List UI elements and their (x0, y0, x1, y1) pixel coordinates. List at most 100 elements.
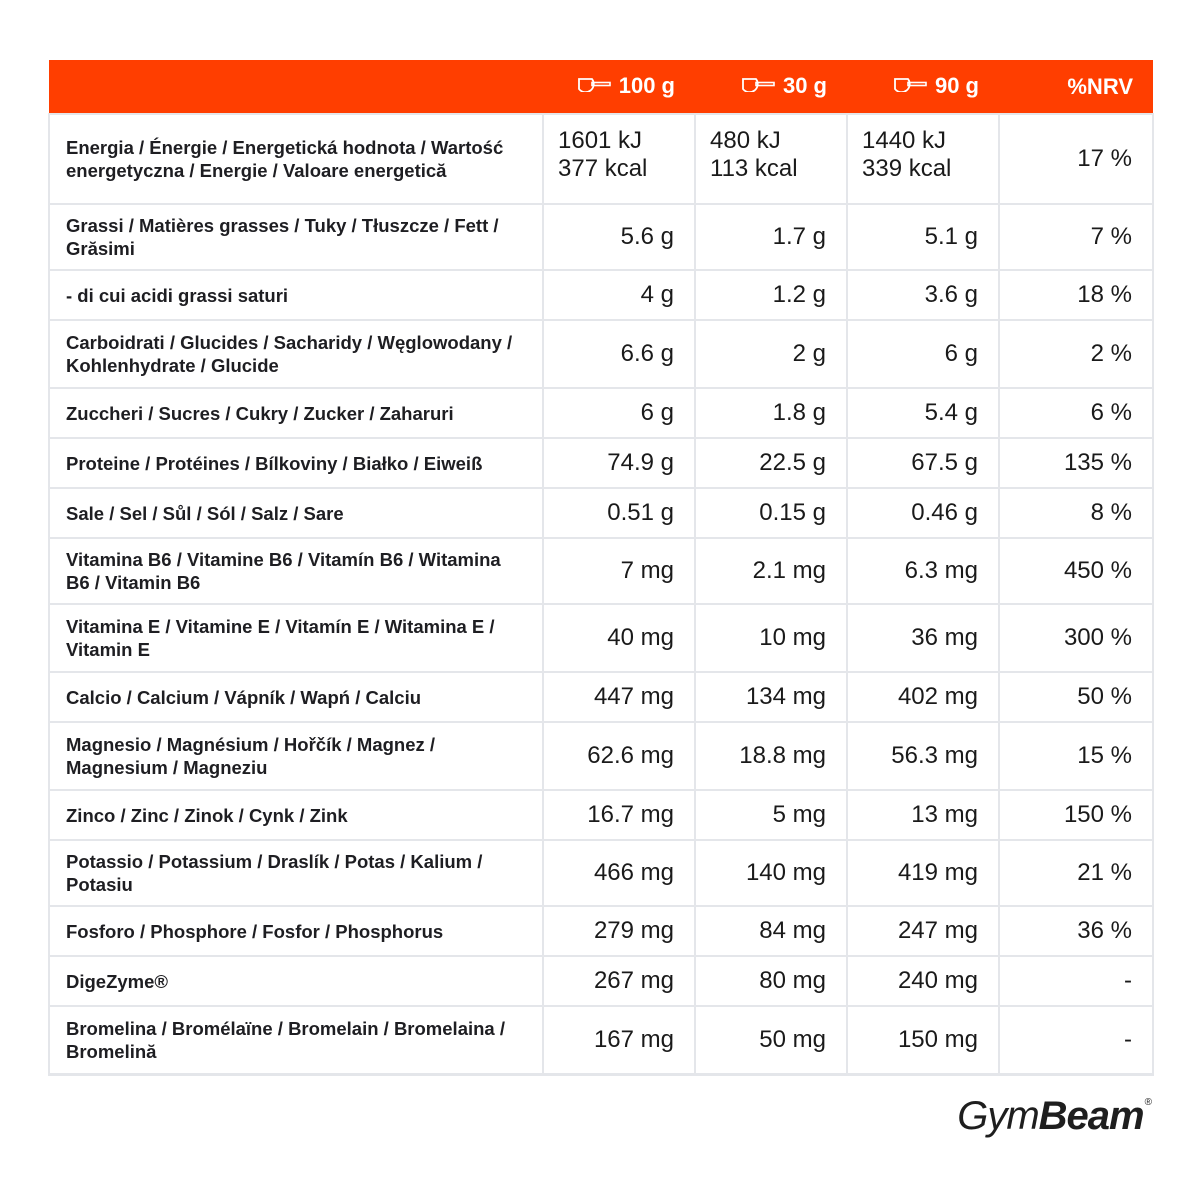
value-90g: 247 mg (846, 905, 1000, 957)
header-100g-label: 100 g (618, 72, 675, 98)
value-100g: 279 mg (542, 905, 696, 957)
table-row: Vitamina E / Vitamine E / Vitamín E / Wi… (48, 603, 1154, 673)
value-nrv: 50 % (998, 671, 1154, 723)
table-row: Calcio / Calcium / Vápník / Wapń / Calci… (48, 671, 1154, 723)
header-name-cell (49, 60, 543, 114)
nutrient-name: Sale / Sel / Sůl / Sól / Salz / Sare (48, 487, 544, 539)
nutrient-name: Calcio / Calcium / Vápník / Wapń / Calci… (48, 671, 544, 723)
value-30g: 50 mg (694, 1005, 848, 1076)
value-100g: 4 g (542, 269, 696, 321)
value-30g: 134 mg (694, 671, 848, 723)
value-90g: 56.3 mg (846, 721, 1000, 791)
value-30g: 10 mg (694, 603, 848, 673)
value-30g: 1.2 g (694, 269, 848, 321)
table-row: Grassi / Matières grasses / Tuky / Tłusz… (48, 203, 1154, 271)
table-row: Sale / Sel / Sůl / Sól / Salz / Sare 0.5… (48, 487, 1154, 539)
value-100g: 267 mg (542, 955, 696, 1007)
table-row: Vitamina B6 / Vitamine B6 / Vitamín B6 /… (48, 537, 1154, 605)
value-90g: 13 mg (846, 789, 1000, 841)
table-row: Fosforo / Phosphore / Fosfor / Phosphoru… (48, 905, 1154, 957)
value-100g: 0.51 g (542, 487, 696, 539)
value-30g: 84 mg (694, 905, 848, 957)
value-100g: 1601 kJ 377 kcal (542, 113, 696, 205)
value-nrv: 15 % (998, 721, 1154, 791)
nutrient-name: - di cui acidi grassi saturi (48, 269, 544, 321)
value-30g: 1.7 g (694, 203, 848, 271)
value-30g: 18.8 mg (694, 721, 848, 791)
value-100g: 74.9 g (542, 437, 696, 489)
table-row: - di cui acidi grassi saturi 4 g 1.2 g 3… (48, 269, 1154, 321)
value-90g: 6 g (846, 319, 1000, 389)
gymbeam-logo: GymBeam® (957, 1094, 1152, 1139)
table-row-energy: Energia / Énergie / Energetická hodnota … (48, 113, 1154, 205)
nutrient-name: Vitamina B6 / Vitamine B6 / Vitamín B6 /… (48, 537, 544, 605)
nutrient-name: Carboidrati / Glucides / Sacharidy / Węg… (48, 319, 544, 389)
nutrient-name: Zinco / Zinc / Zinok / Cynk / Zink (48, 789, 544, 841)
value-90g: 150 mg (846, 1005, 1000, 1076)
value-nrv: 150 % (998, 789, 1154, 841)
value-100g: 7 mg (542, 537, 696, 605)
nutrient-name: Zuccheri / Sucres / Cukry / Zucker / Zah… (48, 387, 544, 439)
scoop-icon (741, 72, 775, 98)
value-30g: 22.5 g (694, 437, 848, 489)
value-nrv: 2 % (998, 319, 1154, 389)
value-30g: 140 mg (694, 839, 848, 907)
value-30g: 5 mg (694, 789, 848, 841)
value-90g-kj: 1440 kJ (862, 127, 947, 154)
value-30g: 1.8 g (694, 387, 848, 439)
value-90g: 36 mg (846, 603, 1000, 673)
value-90g-kcal: 339 kcal (862, 155, 952, 182)
value-nrv: 17 % (998, 113, 1154, 205)
value-90g: 1440 kJ 339 kcal (846, 113, 1000, 205)
nutrient-name: DigeZyme® (48, 955, 544, 1007)
nutrition-table-container: 100 g 30 g (48, 60, 1154, 1076)
table-row: Bromelina / Bromélaïne / Bromelain / Bro… (48, 1005, 1154, 1076)
logo-text-gym: Gym (957, 1094, 1039, 1138)
value-nrv: 21 % (998, 839, 1154, 907)
value-nrv: - (998, 955, 1154, 1007)
value-nrv: 6 % (998, 387, 1154, 439)
value-90g: 402 mg (846, 671, 1000, 723)
value-90g: 419 mg (846, 839, 1000, 907)
table-row: Magnesio / Magnésium / Hořčík / Magnez /… (48, 721, 1154, 791)
value-30g-kj: 480 kJ (710, 127, 781, 154)
scoop-icon (893, 72, 927, 98)
table-row: Zuccheri / Sucres / Cukry / Zucker / Zah… (48, 387, 1154, 439)
value-100g: 62.6 mg (542, 721, 696, 791)
header-100g: 100 g (543, 60, 695, 114)
value-90g: 5.1 g (846, 203, 1000, 271)
header-nrv: %NRV (1067, 73, 1133, 99)
logo-text-beam: Beam (1038, 1094, 1145, 1138)
value-nrv: 135 % (998, 437, 1154, 489)
value-90g: 5.4 g (846, 387, 1000, 439)
table-body: Energia / Énergie / Energetická hodnota … (48, 113, 1154, 1076)
value-90g: 6.3 mg (846, 537, 1000, 605)
table-header: 100 g 30 g (49, 60, 1153, 114)
value-100g: 466 mg (542, 839, 696, 907)
value-100g: 40 mg (542, 603, 696, 673)
value-30g: 80 mg (694, 955, 848, 1007)
value-100g: 6.6 g (542, 319, 696, 389)
nutrient-name: Fosforo / Phosphore / Fosfor / Phosphoru… (48, 905, 544, 957)
nutrient-name: Potassio / Potassium / Draslík / Potas /… (48, 839, 544, 907)
nutrient-name: Magnesio / Magnésium / Hořčík / Magnez /… (48, 721, 544, 791)
value-30g: 0.15 g (694, 487, 848, 539)
value-nrv: 450 % (998, 537, 1154, 605)
value-90g: 3.6 g (846, 269, 1000, 321)
table-row: DigeZyme® 267 mg 80 mg 240 mg - (48, 955, 1154, 1007)
value-nrv: 7 % (998, 203, 1154, 271)
header-90g-label: 90 g (934, 72, 979, 98)
table-row: Potassio / Potassium / Draslík / Potas /… (48, 839, 1154, 907)
nutrient-name: Vitamina E / Vitamine E / Vitamín E / Wi… (48, 603, 544, 673)
value-nrv: - (998, 1005, 1154, 1076)
value-30g: 2 g (694, 319, 848, 389)
value-nrv: 18 % (998, 269, 1154, 321)
table-row: Carboidrati / Glucides / Sacharidy / Węg… (48, 319, 1154, 389)
value-30g: 2.1 mg (694, 537, 848, 605)
nutrient-name: Proteine / Protéines / Bílkoviny / Białk… (48, 437, 544, 489)
value-90g: 67.5 g (846, 437, 1000, 489)
value-30g-kcal: 113 kcal (710, 155, 798, 182)
header-90g: 90 g (847, 60, 999, 114)
scoop-icon (577, 72, 611, 98)
header-30g-label: 30 g (782, 72, 827, 98)
